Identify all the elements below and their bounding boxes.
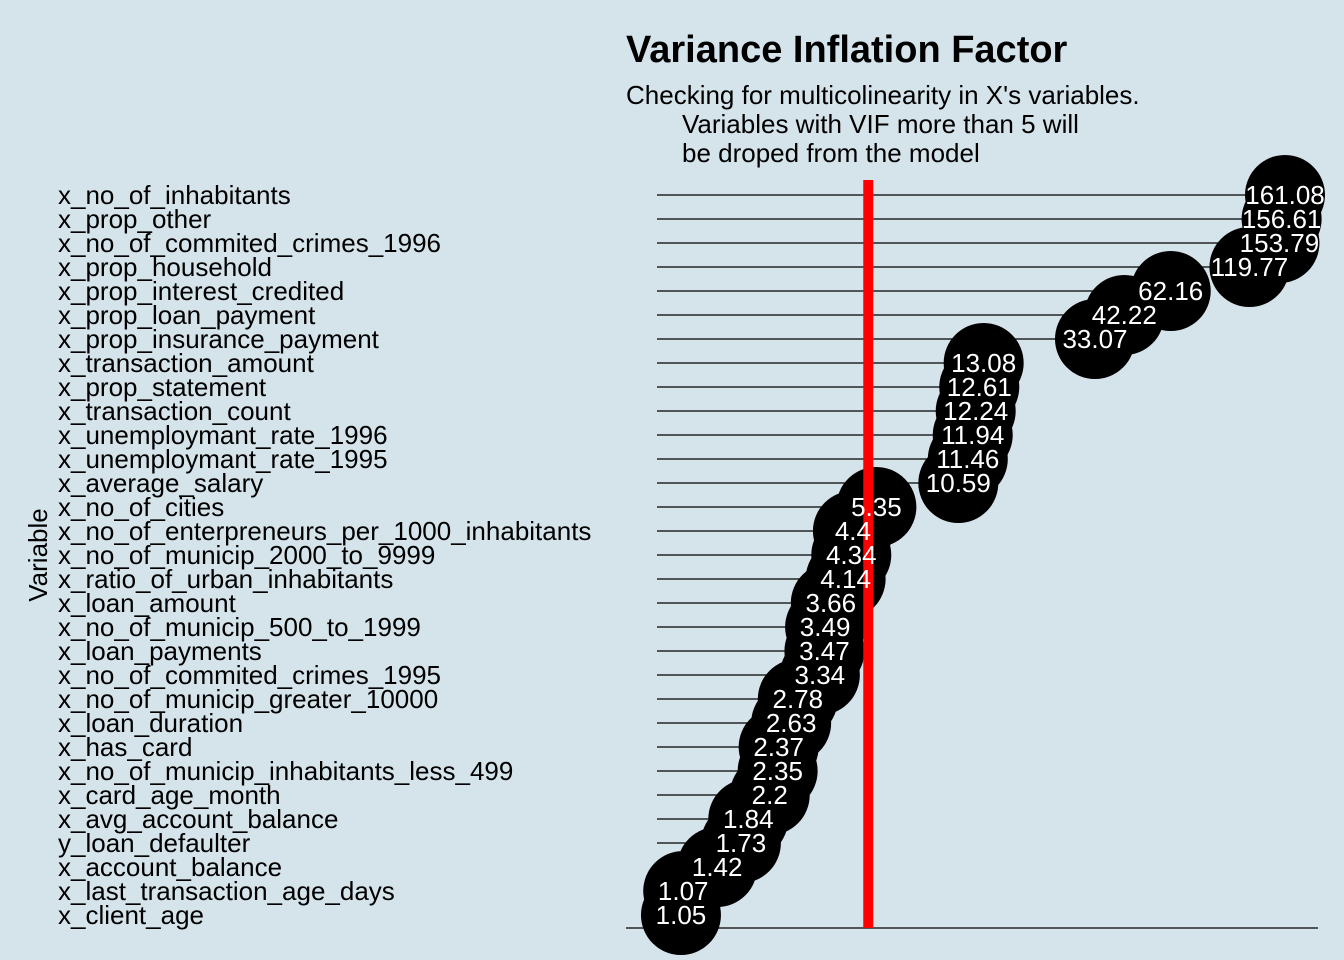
data-label-x_prop_statement: 12.61 bbox=[947, 372, 1012, 402]
chart-subtitle-line-3: be droped from the model bbox=[682, 138, 980, 168]
data-label-x_account_balance: 1.42 bbox=[692, 852, 743, 882]
data-label-x_no_of_municip_inhabitants_less_499: 2.35 bbox=[752, 756, 803, 786]
data-label-x_prop_household: 119.77 bbox=[1211, 252, 1289, 282]
category-label-x_no_of_cities: x_no_of_cities bbox=[58, 492, 224, 522]
category-label-x_prop_other: x_prop_other bbox=[58, 204, 212, 234]
category-label-y_loan_defaulter: y_loan_defaulter bbox=[58, 828, 251, 858]
category-label-x_transaction_amount: x_transaction_amount bbox=[58, 348, 315, 378]
data-label-x_prop_other: 156.61 bbox=[1242, 204, 1322, 234]
category-label-x_ratio_of_urban_inhabitants: x_ratio_of_urban_inhabitants bbox=[58, 564, 393, 594]
data-label-x_no_of_municip_500_to_1999: 3.49 bbox=[800, 612, 851, 642]
data-label-x_last_transaction_age_days: 1.07 bbox=[658, 876, 709, 906]
data-label-x_no_of_municip_greater_10000: 2.78 bbox=[773, 684, 824, 714]
category-label-x_prop_insurance_payment: x_prop_insurance_payment bbox=[58, 324, 380, 354]
category-label-x_loan_payments: x_loan_payments bbox=[58, 636, 262, 666]
data-label-x_prop_loan_payment: 42.22 bbox=[1092, 300, 1157, 330]
data-label-x_prop_interest_credited: 62.16 bbox=[1138, 276, 1203, 306]
data-label-x_no_of_commited_crimes_1996: 153.79 bbox=[1240, 228, 1320, 258]
category-label-x_no_of_municip_inhabitants_less_499: x_no_of_municip_inhabitants_less_499 bbox=[58, 756, 513, 786]
category-label-x_no_of_municip_greater_10000: x_no_of_municip_greater_10000 bbox=[58, 684, 438, 714]
data-label-x_ratio_of_urban_inhabitants: 4.14 bbox=[820, 564, 871, 594]
data-label-x_no_of_commited_crimes_1995: 3.34 bbox=[795, 660, 846, 690]
category-label-x_prop_household: x_prop_household bbox=[58, 252, 272, 282]
y-axis-label: Variable bbox=[23, 508, 53, 601]
category-label-x_avg_account_balance: x_avg_account_balance bbox=[58, 804, 338, 834]
category-label-x_has_card: x_has_card bbox=[58, 732, 192, 762]
category-label-x_loan_amount: x_loan_amount bbox=[58, 588, 237, 618]
category-label-x_no_of_commited_crimes_1995: x_no_of_commited_crimes_1995 bbox=[58, 660, 441, 690]
category-label-x_no_of_municip_2000_to_9999: x_no_of_municip_2000_to_9999 bbox=[58, 540, 435, 570]
data-label-x_transaction_amount: 13.08 bbox=[951, 348, 1016, 378]
category-label-x_no_of_inhabitants: x_no_of_inhabitants bbox=[58, 180, 291, 210]
data-label-x_card_age_month: 2.2 bbox=[752, 780, 788, 810]
data-label-x_avg_account_balance: 1.84 bbox=[723, 804, 774, 834]
point-x_prop_insurance_payment bbox=[1054, 299, 1135, 379]
data-label-x_no_of_enterpreneurs_per_1000_inhabitants: 4.4 bbox=[835, 516, 871, 546]
category-label-x_client_age: x_client_age bbox=[58, 900, 204, 930]
chart-title: Variance Inflation Factor bbox=[626, 29, 1068, 71]
category-label-x_last_transaction_age_days: x_last_transaction_age_days bbox=[58, 876, 395, 906]
category-label-x_prop_interest_credited: x_prop_interest_credited bbox=[58, 276, 344, 306]
category-label-x_unemploymant_rate_1995: x_unemploymant_rate_1995 bbox=[58, 444, 388, 474]
category-label-x_prop_loan_payment: x_prop_loan_payment bbox=[58, 300, 316, 330]
data-label-x_prop_insurance_payment: 33.07 bbox=[1062, 324, 1127, 354]
category-label-x_no_of_municip_500_to_1999: x_no_of_municip_500_to_1999 bbox=[58, 612, 421, 642]
category-label-x_prop_statement: x_prop_statement bbox=[58, 372, 267, 402]
data-label-x_has_card: 2.37 bbox=[753, 732, 804, 762]
category-label-x_no_of_commited_crimes_1996: x_no_of_commited_crimes_1996 bbox=[58, 228, 441, 258]
category-label-x_card_age_month: x_card_age_month bbox=[58, 780, 281, 810]
data-label-x_loan_duration: 2.63 bbox=[766, 708, 817, 738]
category-label-x_average_salary: x_average_salary bbox=[58, 468, 263, 498]
data-label-x_client_age: 1.05 bbox=[656, 900, 707, 930]
category-label-x_transaction_count: x_transaction_count bbox=[58, 396, 291, 426]
category-label-x_no_of_enterpreneurs_per_1000_inhabitants: x_no_of_enterpreneurs_per_1000_inhabitan… bbox=[58, 516, 591, 546]
category-labels-group: x_no_of_inhabitantsx_prop_otherx_no_of_c… bbox=[58, 180, 591, 930]
threshold-line bbox=[863, 180, 874, 928]
data-label-y_loan_defaulter: 1.73 bbox=[716, 828, 767, 858]
data-label-x_average_salary: 10.59 bbox=[926, 468, 991, 498]
data-label-x_no_of_inhabitants: 161.08 bbox=[1245, 180, 1325, 210]
data-label-x_no_of_municip_2000_to_9999: 4.34 bbox=[826, 540, 877, 570]
data-label-x_no_of_cities: 5.35 bbox=[851, 492, 902, 522]
chart-subtitle-line-2: Variables with VIF more than 5 will bbox=[682, 109, 1079, 139]
category-label-x_loan_duration: x_loan_duration bbox=[58, 708, 243, 738]
point-x_average_salary bbox=[918, 443, 999, 523]
data-label-x_unemploymant_rate_1996: 11.94 bbox=[941, 420, 1004, 450]
category-label-x_account_balance: x_account_balance bbox=[58, 852, 282, 882]
data-label-x_loan_payments: 3.47 bbox=[799, 636, 850, 666]
data-label-x_unemploymant_rate_1995: 11.46 bbox=[936, 444, 999, 474]
point-x_prop_household bbox=[1209, 227, 1290, 307]
category-label-x_unemploymant_rate_1996: x_unemploymant_rate_1996 bbox=[58, 420, 388, 450]
point-x_client_age bbox=[640, 875, 721, 955]
points-group bbox=[640, 155, 1325, 955]
chart-subtitle-line-1: Checking for multicolinearity in X's var… bbox=[626, 80, 1140, 110]
data-label-x_transaction_count: 12.24 bbox=[943, 396, 1008, 426]
data-label-x_loan_amount: 3.66 bbox=[806, 588, 857, 618]
